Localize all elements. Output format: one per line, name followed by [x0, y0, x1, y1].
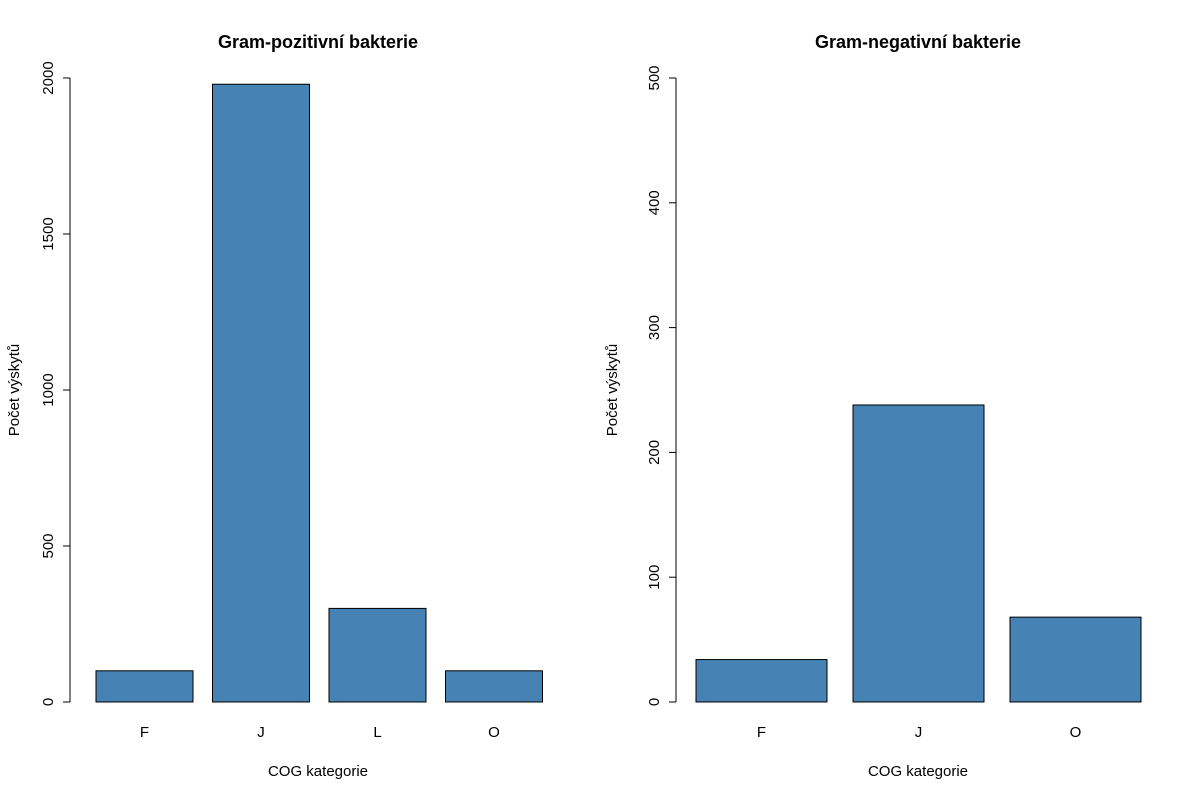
x-tick-label: O [488, 724, 500, 741]
chart-title: Gram-pozitivní bakterie [218, 32, 418, 52]
y-axis-label: Počet výskytů [604, 344, 621, 437]
y-tick-label: 400 [646, 190, 663, 215]
y-tick-label: 300 [646, 315, 663, 340]
y-tick-label: 200 [646, 440, 663, 465]
x-tick-label: F [140, 724, 149, 741]
y-tick-label: 2000 [40, 61, 57, 94]
chart-title: Gram-negativní bakterie [815, 32, 1021, 52]
x-axis-label: COG kategorie [268, 763, 368, 780]
y-tick-label: 100 [646, 565, 663, 590]
bar-L [328, 607, 427, 703]
x-tick-label: O [1070, 724, 1082, 741]
y-tick-label: 0 [40, 698, 57, 706]
y-tick-label: 500 [40, 533, 57, 558]
bar-O [445, 670, 543, 703]
y-axis-label: Počet výskytů [6, 344, 23, 437]
plot-area: F J O 0 100 200 300 400 500 [646, 65, 1142, 741]
plot-area: F J L O 0 500 1000 1500 2000 [40, 61, 543, 741]
x-tick-label: F [757, 724, 766, 741]
bar-O [1009, 616, 1142, 703]
x-tick-label: J [915, 724, 923, 741]
y-tick-label: 1500 [40, 217, 57, 250]
bar-J [852, 404, 985, 703]
y-tick-label: 1000 [40, 373, 57, 406]
chart-panel-gram-negative: Gram-negativní bakterie COG kategorie Po… [604, 32, 1142, 780]
y-tick-label: 0 [646, 698, 663, 706]
x-tick-label: L [373, 724, 381, 741]
bar-J [212, 83, 310, 703]
x-axis-label: COG kategorie [868, 763, 968, 780]
chart-panel-gram-positive: Gram-pozitivní bakterie COG kategorie Po… [6, 32, 543, 780]
x-tick-label: J [257, 724, 265, 741]
bar-F [95, 670, 194, 703]
bar-F [695, 659, 828, 703]
y-tick-label: 500 [646, 65, 663, 90]
